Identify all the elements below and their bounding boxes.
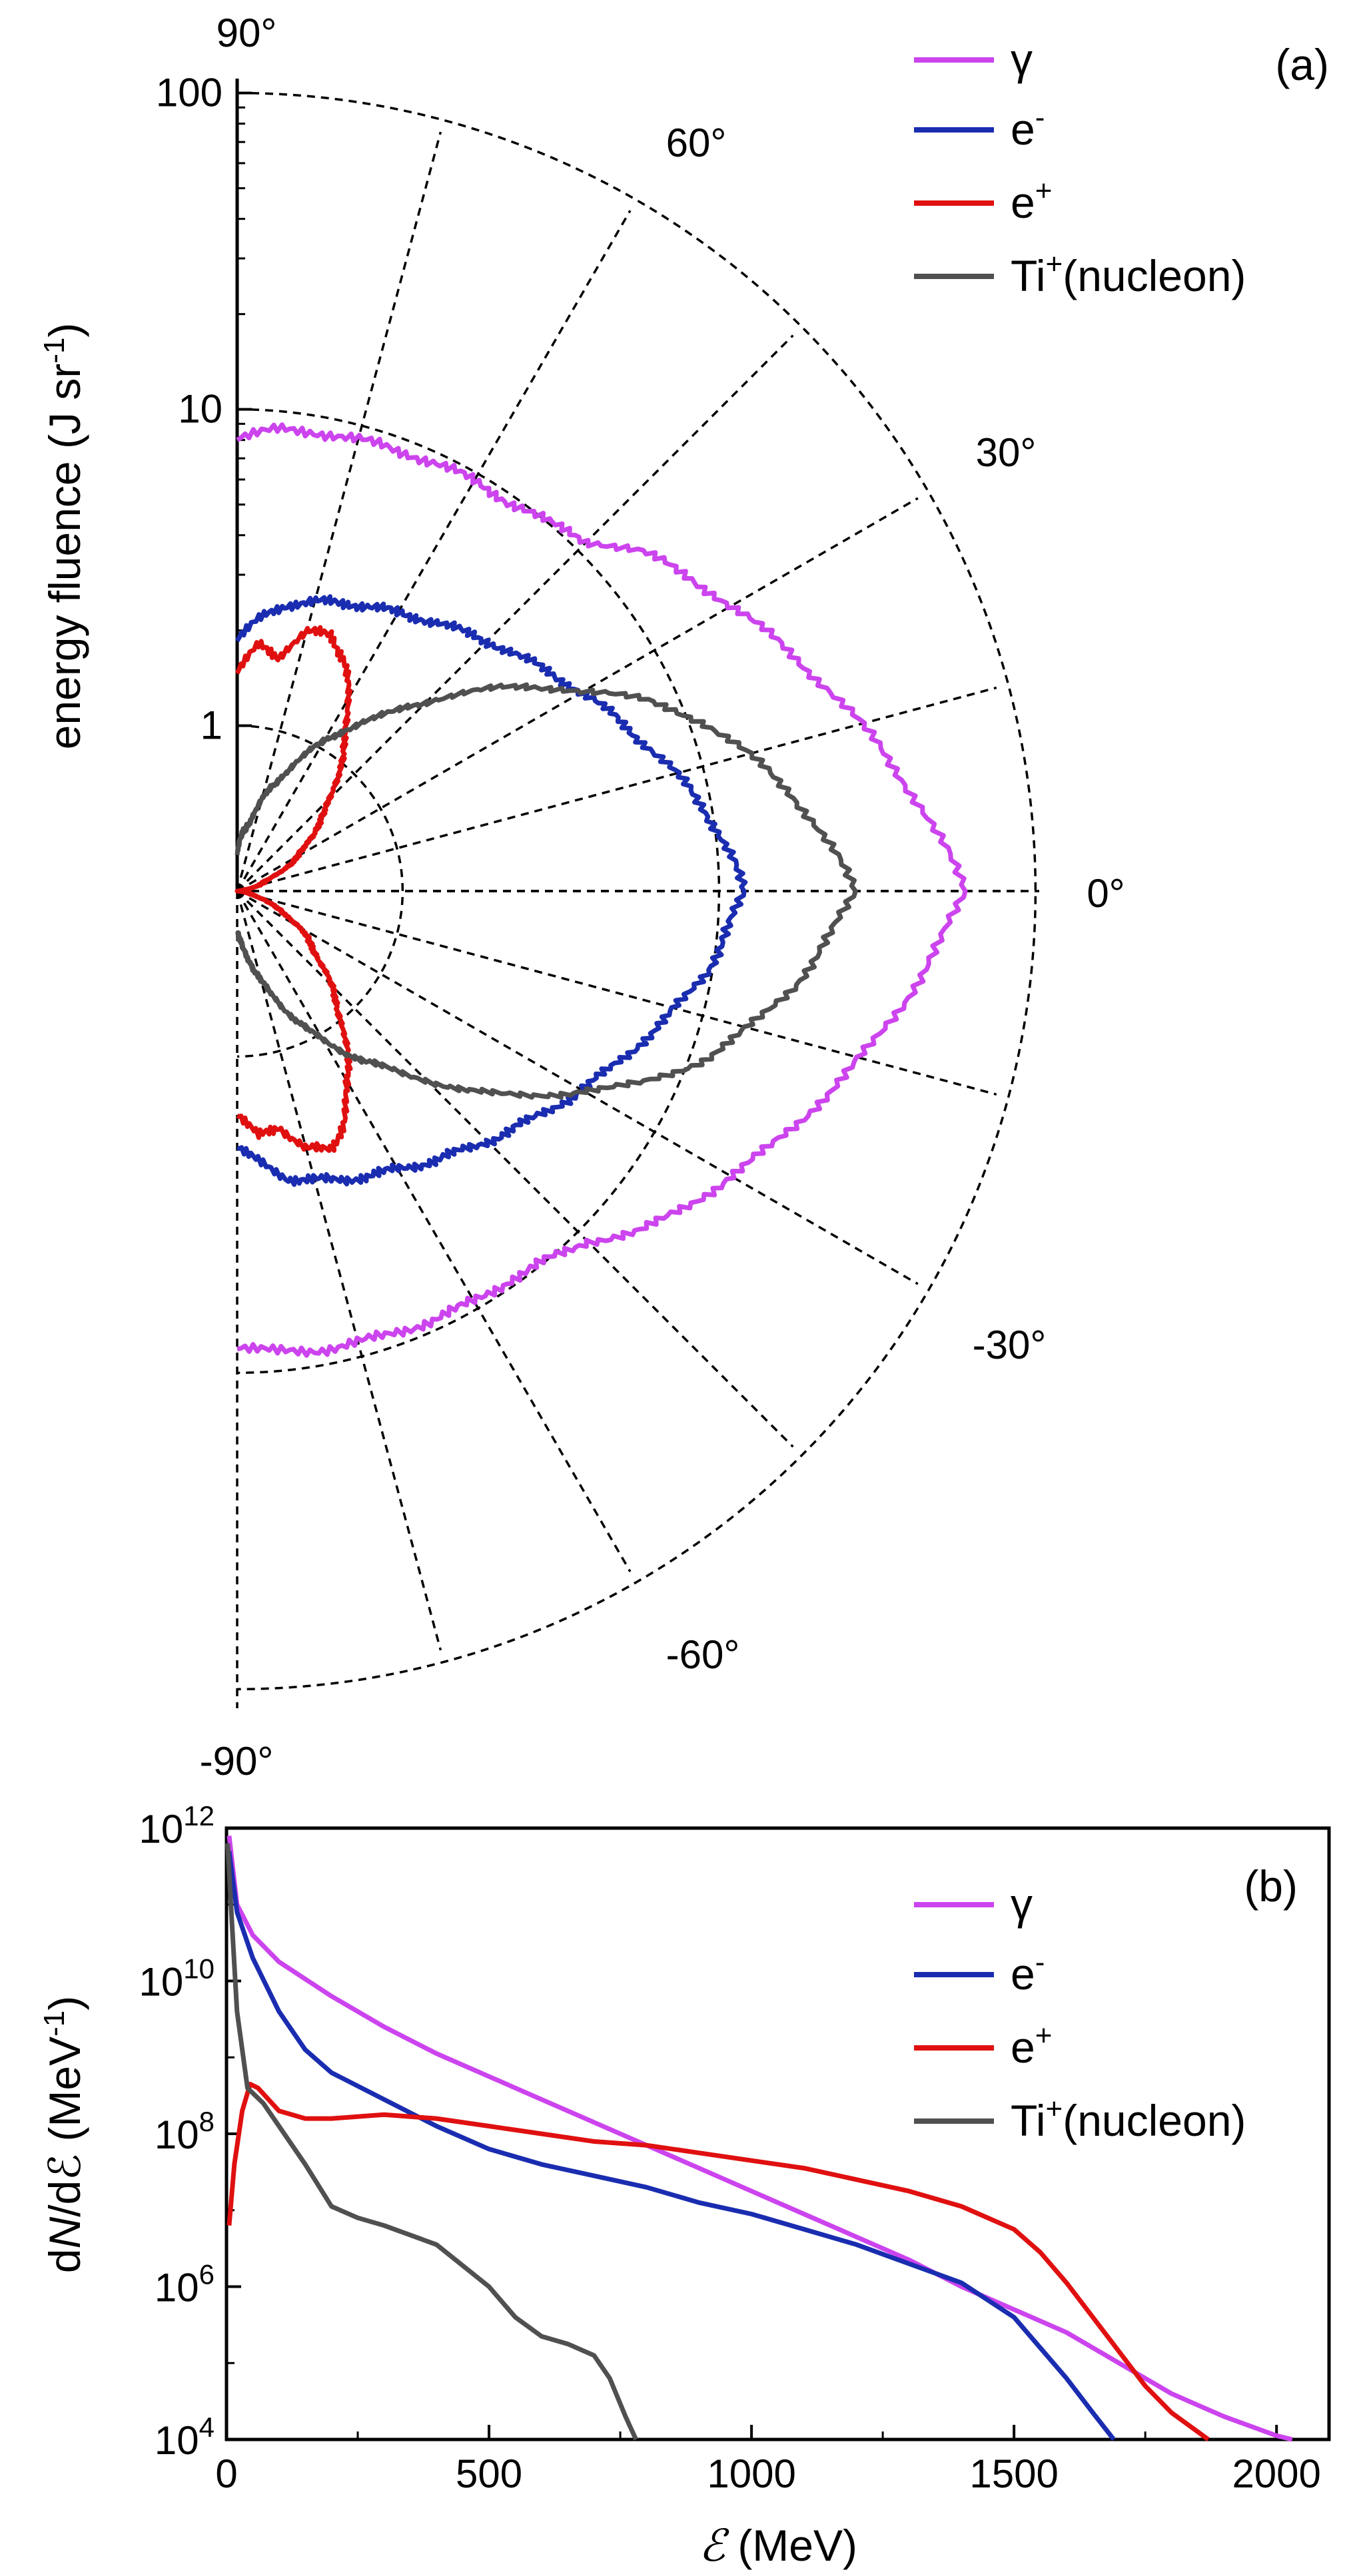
y-axis-ticks: 104 106 108 1010 1012 bbox=[139, 1800, 241, 2463]
polar-series-gamma bbox=[236, 422, 968, 1358]
spectrum-series-em bbox=[227, 1850, 1116, 2441]
angle-label--60: -60° bbox=[666, 1632, 740, 1677]
y-tick-label-10: 1010 bbox=[139, 1953, 215, 2005]
radial-tick-label-1: 1 bbox=[201, 703, 223, 748]
panel-a-legend: γ e-e+ Ti+(nucleon) bbox=[914, 35, 1246, 300]
polar-series-ep bbox=[234, 625, 353, 1153]
panel-b-legend-item-gamma: γ bbox=[914, 1879, 1033, 1929]
polar-series bbox=[234, 422, 968, 1358]
radial-tick-label-10: 10 bbox=[178, 387, 223, 432]
polar-series-em bbox=[234, 594, 748, 1187]
spoke--75 bbox=[236, 890, 442, 1651]
angle-label-90: 90° bbox=[217, 11, 277, 55]
panel-b-ylabel: dN/dℰ (MeV-1) bbox=[38, 1996, 89, 2274]
panel-a-legend-item-ep: e+ bbox=[914, 174, 1052, 227]
polar-series-ti bbox=[234, 682, 858, 1100]
x-tick-label-1500: 1500 bbox=[969, 2451, 1058, 2496]
circle-1 bbox=[236, 724, 404, 1058]
spectrum-series-ep bbox=[227, 2081, 1210, 2441]
spoke--15 bbox=[236, 890, 997, 1096]
radial-circles bbox=[237, 93, 1035, 1690]
panel-a-legend-label-gamma: γ bbox=[1011, 35, 1033, 84]
y-tick-label-12: 1012 bbox=[139, 1800, 215, 1851]
panel-a-legend-label-ti: Ti+(nucleon) bbox=[1011, 248, 1246, 300]
angle-label-30: 30° bbox=[976, 430, 1037, 475]
x-tick-label-1000: 1000 bbox=[707, 2451, 795, 2496]
panel-b-label: (b) bbox=[1244, 1861, 1298, 1911]
angle-spokes bbox=[236, 131, 1039, 1708]
panel-b-legend-item-ep: e+ bbox=[914, 2019, 1052, 2072]
panel-a-legend-label-em: e- bbox=[1011, 101, 1045, 154]
x-axis-ticks: 0 500 1000 1500 2000 bbox=[215, 2425, 1321, 2496]
radial-tick-label-100: 100 bbox=[156, 71, 223, 115]
x-tick-label-2000: 2000 bbox=[1232, 2451, 1320, 2496]
y-tick-label-4: 104 bbox=[155, 2412, 215, 2463]
panel-a-label: (a) bbox=[1275, 40, 1329, 89]
panel-a: 1 10 100 90° 60° 30° 0° -30° -60° -90° (a) energ… bbox=[38, 11, 1329, 1783]
angle-label--30: -30° bbox=[973, 1323, 1047, 1367]
panel-b-legend-item-ti: Ti+(nucleon) bbox=[914, 2093, 1246, 2145]
spectrum-series-gamma bbox=[227, 1835, 1293, 2442]
spoke--30 bbox=[236, 890, 919, 1285]
panel-a-legend-item-ti: Ti+(nucleon) bbox=[914, 248, 1246, 300]
angle-label-60: 60° bbox=[666, 121, 727, 165]
spoke-75 bbox=[236, 131, 442, 892]
spectrum-series bbox=[225, 1835, 1293, 2442]
panel-b-xlabel: ℰ (MeV) bbox=[699, 2521, 857, 2571]
panel-a-legend-label-ep: e+ bbox=[1011, 174, 1052, 227]
panel-b-legend-item-em: e- bbox=[914, 1946, 1045, 1999]
panel-a-legend-item-em: e- bbox=[914, 101, 1045, 154]
spoke--60 bbox=[236, 890, 632, 1572]
spectrum-series-ti bbox=[225, 1843, 638, 2441]
angle-labels: 90° 60° 30° 0° -30° -60° -90° bbox=[200, 11, 1125, 1783]
y-tick-label-8: 108 bbox=[155, 2106, 215, 2157]
panel-a-legend-item-gamma: γ bbox=[914, 35, 1033, 84]
panel-b-legend-label-ep: e+ bbox=[1011, 2019, 1052, 2072]
angle-label--90: -90° bbox=[200, 1739, 274, 1783]
panel-a-ylabel: energy fluence (J sr-1) bbox=[38, 323, 89, 750]
panel-b: 0 500 1000 1500 2000 104 106 108 1010 1012 (b) ℰ… bbox=[38, 1800, 1331, 2571]
y-tick-label-6: 106 bbox=[155, 2259, 215, 2310]
circle-10 bbox=[236, 408, 721, 1375]
panel-b-legend: γ e-e+ Ti+(nucleon) bbox=[914, 1879, 1246, 2145]
x-tick-label-500: 500 bbox=[456, 2451, 522, 2496]
panel-b-legend-label-em: e- bbox=[1011, 1946, 1045, 1999]
spoke-60 bbox=[236, 210, 632, 892]
spoke-45 bbox=[236, 334, 794, 892]
panel-b-legend-label-gamma: γ bbox=[1011, 1879, 1033, 1929]
angle-label-0: 0° bbox=[1087, 871, 1125, 916]
x-tick-label-0: 0 bbox=[215, 2451, 237, 2496]
panel-b-legend-label-ti: Ti+(nucleon) bbox=[1011, 2093, 1246, 2145]
spoke-15 bbox=[236, 686, 997, 892]
